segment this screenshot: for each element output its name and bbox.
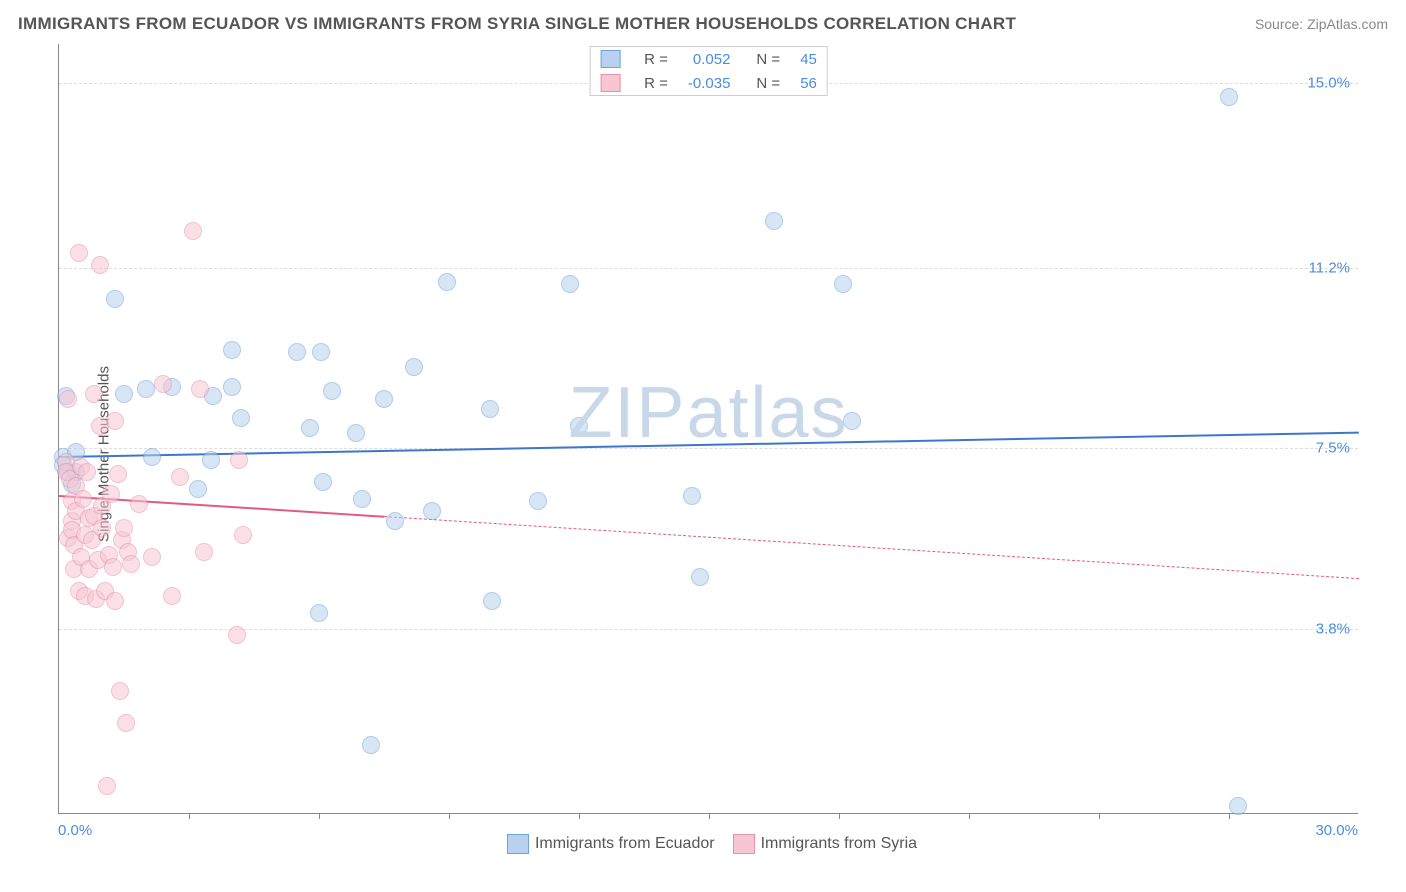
scatter-point xyxy=(191,380,209,398)
legend-stat-row: R =-0.035N =56 xyxy=(590,71,827,95)
scatter-point xyxy=(98,777,116,795)
chart-container: Single Mother Households ZIPatlas R =0.0… xyxy=(10,44,1396,864)
scatter-point xyxy=(1220,88,1238,106)
scatter-point xyxy=(117,714,135,732)
scatter-point xyxy=(347,424,365,442)
legend-swatch xyxy=(507,834,529,854)
scatter-point xyxy=(312,343,330,361)
x-tick xyxy=(579,813,580,819)
legend-label: Immigrants from Ecuador xyxy=(535,835,715,852)
scatter-point xyxy=(353,490,371,508)
scatter-point xyxy=(195,543,213,561)
x-tick xyxy=(189,813,190,819)
x-tick xyxy=(449,813,450,819)
scatter-point xyxy=(438,273,456,291)
scatter-point xyxy=(93,519,111,537)
scatter-point xyxy=(102,485,120,503)
scatter-point xyxy=(323,382,341,400)
scatter-point xyxy=(230,451,248,469)
scatter-point xyxy=(115,519,133,537)
gridline xyxy=(59,268,1358,269)
scatter-point xyxy=(561,275,579,293)
scatter-point xyxy=(529,492,547,510)
plot-area: ZIPatlas R =0.052N =45R =-0.035N =56 3.8… xyxy=(58,44,1358,814)
scatter-point xyxy=(683,487,701,505)
scatter-point xyxy=(106,592,124,610)
scatter-point xyxy=(223,378,241,396)
legend-series: Immigrants from Ecuador Immigrants from S… xyxy=(10,834,1396,854)
scatter-point xyxy=(310,604,328,622)
x-tick xyxy=(839,813,840,819)
scatter-point xyxy=(106,412,124,430)
scatter-point xyxy=(143,448,161,466)
legend-stat-row: R =0.052N =45 xyxy=(590,47,827,71)
scatter-point xyxy=(481,400,499,418)
scatter-point xyxy=(691,568,709,586)
scatter-point xyxy=(163,587,181,605)
scatter-point xyxy=(111,682,129,700)
scatter-point xyxy=(362,736,380,754)
y-tick-label: 11.2% xyxy=(1309,260,1350,277)
scatter-point xyxy=(85,385,103,403)
source-label: Source: ZipAtlas.com xyxy=(1255,16,1388,32)
scatter-point xyxy=(106,290,124,308)
scatter-point xyxy=(234,526,252,544)
scatter-point xyxy=(314,473,332,491)
x-tick xyxy=(709,813,710,819)
scatter-point xyxy=(202,451,220,469)
scatter-point xyxy=(765,212,783,230)
y-tick-label: 7.5% xyxy=(1316,440,1350,457)
x-tick xyxy=(319,813,320,819)
scatter-point xyxy=(109,465,127,483)
scatter-point xyxy=(423,502,441,520)
scatter-point xyxy=(843,412,861,430)
scatter-point xyxy=(115,385,133,403)
scatter-point xyxy=(184,222,202,240)
scatter-point xyxy=(223,341,241,359)
scatter-point xyxy=(104,558,122,576)
legend-statistics: R =0.052N =45R =-0.035N =56 xyxy=(589,46,828,96)
scatter-point xyxy=(143,548,161,566)
scatter-point xyxy=(171,468,189,486)
x-tick xyxy=(969,813,970,819)
gridline xyxy=(59,448,1358,449)
scatter-point xyxy=(228,626,246,644)
y-tick-label: 3.8% xyxy=(1316,620,1350,637)
scatter-point xyxy=(91,256,109,274)
scatter-point xyxy=(834,275,852,293)
legend-swatch xyxy=(733,834,755,854)
scatter-point xyxy=(386,512,404,530)
scatter-point xyxy=(1229,797,1247,815)
scatter-point xyxy=(375,390,393,408)
scatter-point xyxy=(189,480,207,498)
legend-label: Immigrants from Syria xyxy=(761,835,917,852)
x-tick xyxy=(1099,813,1100,819)
scatter-point xyxy=(70,244,88,262)
scatter-point xyxy=(59,390,77,408)
scatter-point xyxy=(570,417,588,435)
scatter-point xyxy=(483,592,501,610)
chart-title: IMMIGRANTS FROM ECUADOR VS IMMIGRANTS FR… xyxy=(18,14,1016,34)
scatter-point xyxy=(154,375,172,393)
x-tick xyxy=(1229,813,1230,819)
scatter-point xyxy=(232,409,250,427)
scatter-point xyxy=(405,358,423,376)
scatter-point xyxy=(122,555,140,573)
y-tick-label: 15.0% xyxy=(1307,74,1350,91)
trend-line xyxy=(384,516,1359,579)
scatter-point xyxy=(130,495,148,513)
scatter-point xyxy=(288,343,306,361)
gridline xyxy=(59,629,1358,630)
scatter-point xyxy=(74,490,92,508)
scatter-point xyxy=(78,463,96,481)
scatter-point xyxy=(301,419,319,437)
scatter-point xyxy=(137,380,155,398)
trend-line xyxy=(59,431,1359,457)
